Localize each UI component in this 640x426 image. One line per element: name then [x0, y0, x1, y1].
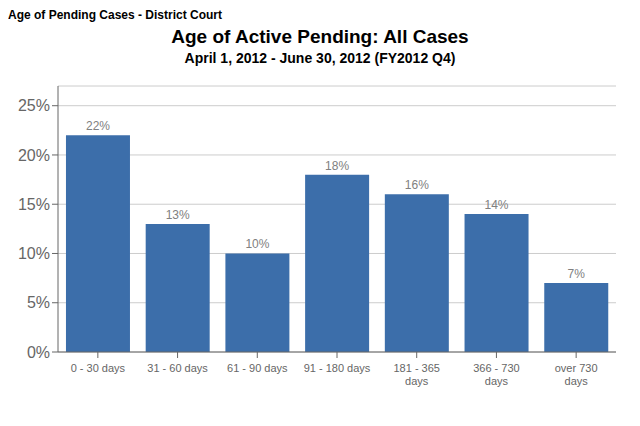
svg-text:over 730days: over 730days	[555, 362, 598, 387]
svg-text:5%: 5%	[27, 294, 50, 311]
svg-text:366 - 730days: 366 - 730days	[473, 362, 519, 387]
svg-text:7%: 7%	[568, 267, 586, 281]
svg-text:15%: 15%	[18, 196, 50, 213]
svg-text:61 - 90 days: 61 - 90 days	[227, 362, 288, 374]
svg-text:31 - 60 days: 31 - 60 days	[147, 362, 208, 374]
svg-text:16%: 16%	[405, 178, 429, 192]
html-text:April 1, 2012 - June 30, 2012: April 1, 2012 - June 30, 2012 (FY2012 Q4…	[184, 50, 456, 66]
svg-text:0 - 30 days: 0 - 30 days	[71, 362, 126, 374]
html-text:Age of Active Pending: All Cas: Age of Active Pending: All Cases	[171, 26, 469, 47]
html-text:Age of Pending Cases - Distric: Age of Pending Cases - District Court	[8, 8, 222, 22]
svg-text:10%: 10%	[18, 245, 50, 262]
svg-text:25%: 25%	[18, 97, 50, 114]
svg-text:20%: 20%	[18, 147, 50, 164]
svg-text:18%: 18%	[325, 159, 349, 173]
svg-text:14%: 14%	[485, 198, 509, 212]
svg-text:91 - 180 days: 91 - 180 days	[304, 362, 371, 374]
svg-text:10%: 10%	[245, 237, 269, 251]
svg-text:181 - 365days: 181 - 365days	[393, 362, 439, 387]
svg-text:0%: 0%	[27, 344, 50, 361]
svg-text:13%: 13%	[166, 208, 190, 222]
svg-text:22%: 22%	[86, 119, 110, 133]
